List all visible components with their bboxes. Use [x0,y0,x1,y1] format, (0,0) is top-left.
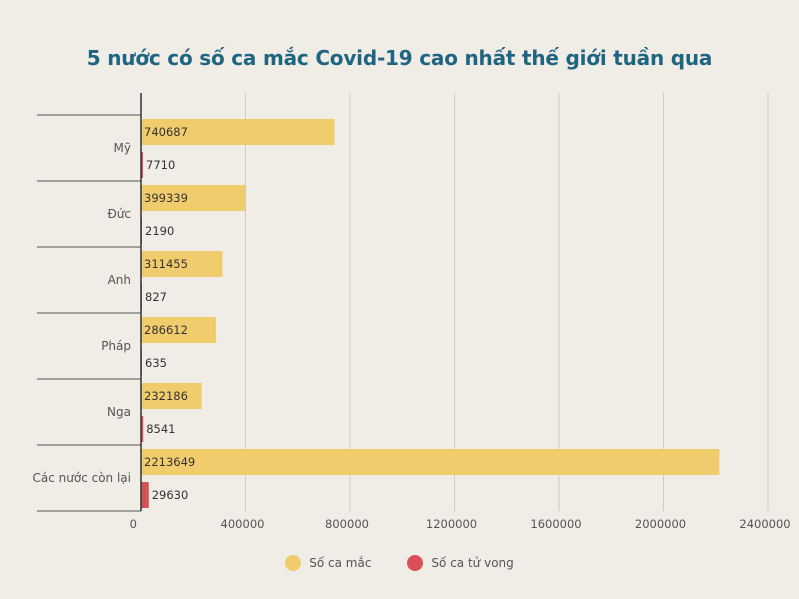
bar-deaths-5 [141,482,149,508]
legend-swatch-deaths [407,555,424,571]
bar-label-deaths-3: 635 [145,356,167,370]
bar-deaths-0 [141,152,144,178]
bar-cases-3 [141,317,216,343]
category-label-1: Đức [107,207,131,221]
category-label-4: Nga [107,405,131,419]
legend-label-cases: Số ca mắc [309,556,372,570]
x-tick-label-5: 2000000 [635,517,686,531]
bar-cases-2 [141,251,223,277]
bar-label-cases-3: 286612 [144,323,188,337]
bar-cases-1 [141,185,246,211]
bar-label-deaths-0: 7710 [146,158,175,172]
legend-swatch-cases [285,555,302,571]
x-tick-label-0: 0 [130,517,137,531]
bar-label-cases-0: 740687 [144,125,188,139]
category-label-5: Các nước còn lại [33,471,132,485]
legend-label-deaths: Số ca tử vong [431,556,514,570]
bar-label-cases-4: 232186 [144,389,188,403]
bar-cases-4 [141,383,202,409]
legend-item-deaths[interactable]: Số ca tử vong [407,555,514,571]
category-label-2: Anh [108,273,131,287]
x-tick-label-2: 800000 [325,517,369,531]
legend: Số ca mắc Số ca tử vong [0,555,799,571]
x-tick-label-6: 2400000 [739,517,790,531]
bar-label-deaths-1: 2190 [145,224,174,238]
category-label-0: Mỹ [114,141,131,155]
bar-cases-0 [141,119,335,145]
bar-label-cases-1: 399339 [144,191,188,205]
bar-label-deaths-4: 8541 [146,422,175,436]
legend-item-cases[interactable]: Số ca mắc [285,555,371,571]
x-tick-label-1: 400000 [221,517,265,531]
bar-label-deaths-2: 827 [145,290,167,304]
category-label-3: Pháp [101,339,131,353]
bar-label-cases-2: 311455 [144,257,188,271]
bar-deaths-4 [141,416,144,442]
bar-cases-5 [141,449,720,475]
chart-title: 5 nước có số ca mắc Covid-19 cao nhất th… [86,46,713,70]
bar-label-deaths-5: 29630 [152,488,189,502]
x-tick-label-3: 1200000 [426,517,477,531]
x-tick-label-4: 1600000 [530,517,581,531]
bar-label-cases-5: 2213649 [144,455,195,469]
